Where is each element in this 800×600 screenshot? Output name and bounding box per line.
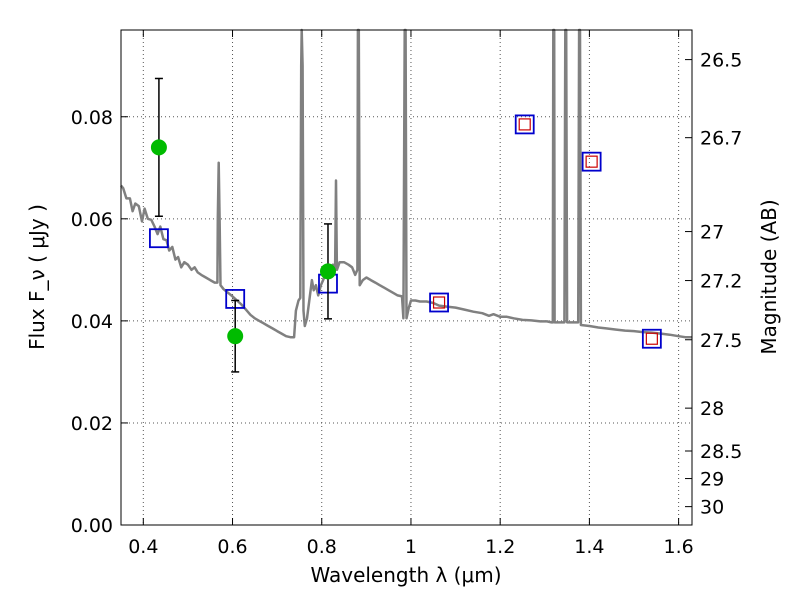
observed-point — [150, 139, 167, 156]
model-photometry-square — [641, 328, 662, 349]
y2-tick-label: 28.5 — [700, 441, 742, 463]
model-photometry-square — [581, 151, 602, 172]
y2-tick-label: 27.5 — [700, 330, 742, 352]
axis-ticks — [121, 30, 692, 526]
y2-tick-label: 29 — [700, 469, 724, 491]
y-tick-label: 0.08 — [71, 107, 113, 129]
y2-tick-label: 26.5 — [700, 50, 742, 72]
y2-axis-title: Magnitude (AB) — [757, 199, 781, 354]
y-tick-label: 0.00 — [71, 515, 113, 537]
grid-lines — [121, 30, 692, 526]
model-photometry-squares — [149, 114, 662, 349]
x-tick-label: 0.4 — [128, 536, 158, 558]
x-tick-label: 0.8 — [307, 536, 337, 558]
y-tick-label: 0.06 — [71, 209, 113, 231]
y2-tick-label: 30 — [700, 497, 724, 519]
y2-tick-label: 26.7 — [700, 128, 742, 150]
x-tick-label: 1 — [405, 536, 417, 558]
x-axis-title: Wavelength λ (μm) — [310, 563, 501, 587]
observed-photometry-points — [150, 77, 336, 373]
x-tick-label: 0.6 — [217, 536, 247, 558]
x-tick-label: 1.6 — [664, 536, 694, 558]
plot-frame — [120, 29, 693, 526]
model-photometry-inner-square — [518, 118, 531, 131]
model-photometry-inner-square — [432, 296, 446, 309]
y2-tick-label: 28 — [700, 398, 724, 420]
y-tick-label: 0.02 — [71, 413, 113, 435]
axis-tick-labels: 0.4 0.6 0.8 1 1.2 1.4 1.6 0.00 0.02 0.04 0.06 0.08 2… — [71, 50, 743, 558]
y2-tick-label: 27.2 — [700, 271, 742, 293]
model-photometry-inner-square — [585, 155, 598, 168]
y2-tick-label: 27 — [700, 222, 724, 244]
y-axis-title: Flux F_ν ( μJy ) — [25, 204, 49, 350]
observed-point — [319, 263, 336, 280]
model-photometry-square — [429, 292, 449, 313]
model-photometry-inner-square — [645, 332, 658, 345]
observed-point — [227, 328, 244, 345]
x-tick-label: 1.4 — [574, 536, 604, 558]
x-tick-label: 1.2 — [485, 536, 515, 558]
y-tick-label: 0.04 — [71, 311, 113, 333]
model-photometry-square — [149, 228, 169, 249]
model-photometry-square — [514, 114, 535, 135]
